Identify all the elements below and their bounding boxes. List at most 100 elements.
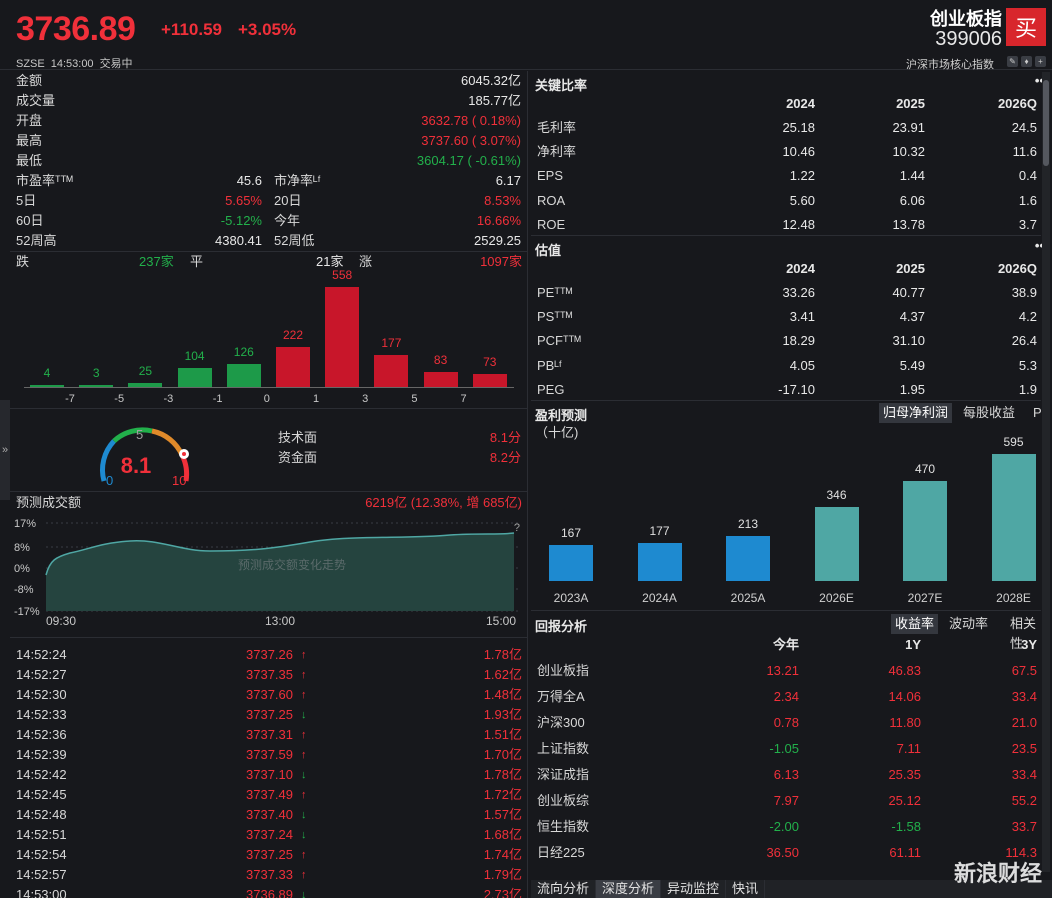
- core-index-label[interactable]: 沪深市场核心指数: [906, 59, 994, 71]
- profit-bar-label: 167: [560, 526, 582, 541]
- dist-bar-label: 126: [233, 345, 254, 360]
- profit-tab[interactable]: 归母净利润: [879, 403, 953, 423]
- add-icon[interactable]: +: [1035, 56, 1046, 67]
- tick-volume: 1.57亿: [483, 807, 522, 822]
- return-tab[interactable]: 收益率: [891, 614, 939, 634]
- dist-tick: 5: [411, 393, 418, 405]
- help-icon[interactable]: ?: [513, 522, 520, 534]
- market-status: SZSE 14:53:00 交易中: [16, 55, 139, 71]
- stat-value: -5.12%: [220, 213, 262, 228]
- dist-bar: [128, 382, 163, 387]
- stat-label: 今年: [274, 213, 301, 228]
- tick-volume: 1.78亿: [483, 767, 522, 782]
- forecast-area: [46, 533, 514, 611]
- row-label: 毛利率: [537, 120, 577, 135]
- row-value: 1.9: [1018, 381, 1037, 397]
- forecast-center-label: 预测成交额变化走势: [238, 557, 346, 572]
- stat-label: 市净率ᴸᶠ: [274, 173, 321, 188]
- row-label: 上证指数: [537, 741, 590, 756]
- buy-button[interactable]: 买: [1006, 8, 1046, 46]
- row-value: 4.05: [789, 357, 815, 373]
- row-label: PEG: [537, 381, 565, 397]
- dist-bar-label: 4: [43, 366, 51, 380]
- gauge-max: 10: [172, 473, 186, 488]
- up-label: 涨: [359, 254, 373, 269]
- expand-sidebar-icon[interactable]: »: [0, 400, 10, 500]
- row-value: 2.34: [773, 689, 799, 704]
- profit-category: 2028E: [996, 591, 1031, 605]
- row-value: 25.12: [888, 793, 921, 808]
- col-header: 2025: [896, 96, 925, 111]
- dist-bar-label: 73: [483, 354, 497, 369]
- profit-bar: [637, 543, 682, 581]
- col-header: 3Y: [1021, 637, 1037, 652]
- exchange: SZSE: [16, 58, 45, 70]
- col-header: 2026Q: [997, 96, 1037, 111]
- dist-tick: 0: [263, 393, 270, 405]
- tick-price: 3737.25: [246, 707, 293, 722]
- tick-time: 14:52:24: [16, 647, 67, 662]
- row-value: 46.83: [888, 663, 921, 678]
- right-panel: 关键比率 •• 2024 2025 2026Q 毛利率 25.18 23.91 24.5 净利率 1…: [531, 71, 1052, 898]
- profit-bar-label: 346: [826, 488, 847, 503]
- forecast-title: 预测成交额: [16, 495, 82, 510]
- dist-tick: -3: [163, 393, 174, 405]
- arrow-down-icon: ↓: [301, 769, 307, 781]
- stat-value: 45.6: [236, 173, 262, 188]
- dist-tick: 1: [312, 393, 320, 405]
- row-value: 1.44: [899, 168, 925, 184]
- profit-tab[interactable]: P: [1033, 405, 1042, 420]
- stat-label: 成交量: [16, 93, 56, 108]
- scrollbar[interactable]: [1042, 72, 1050, 872]
- profit-tab[interactable]: 每股收益: [963, 405, 1016, 420]
- arrow-up-icon: ↑: [301, 869, 307, 881]
- bottom-tab[interactable]: 深度分析: [596, 880, 662, 898]
- tick-volume: 1.62亿: [483, 667, 522, 682]
- bottom-tab[interactable]: 异动监控: [661, 880, 727, 898]
- tick-row: 14:52:45 3737.49 ↑ 1.72亿: [16, 785, 526, 805]
- row-value: 1.95: [899, 381, 925, 397]
- tick-row: 14:52:36 3737.31 ↑ 1.51亿: [16, 725, 526, 745]
- scrollbar-thumb[interactable]: [1043, 80, 1049, 166]
- forecast-ytick: 8%: [14, 542, 30, 554]
- gauge-value: 8.1: [121, 453, 152, 478]
- row-value: 55.2: [1011, 793, 1037, 808]
- tick-price: 3737.10: [246, 767, 293, 782]
- bottom-tab[interactable]: 快讯: [726, 880, 766, 898]
- tick-price: 3737.25: [246, 847, 293, 862]
- row-value: 31.10: [892, 333, 925, 349]
- row-value: 3.41: [789, 309, 815, 325]
- row-value: 10.46: [782, 144, 815, 160]
- tick-row: 14:52:48 3737.40 ↓ 1.57亿: [16, 805, 526, 825]
- edit-icon[interactable]: ✎: [1007, 56, 1018, 67]
- row-value: 0.4: [1018, 168, 1037, 184]
- stat-label: 52周高: [16, 233, 57, 248]
- return-tab[interactable]: 波动率: [949, 616, 989, 631]
- tick-time: 14:52:48: [16, 807, 67, 822]
- profit-category: 2026E: [819, 591, 854, 605]
- more-icon[interactable]: ••: [1034, 73, 1044, 88]
- row-label: 深证成指: [537, 767, 590, 782]
- flat-label: 平: [190, 254, 204, 269]
- more-icon[interactable]: ••: [1034, 238, 1044, 253]
- tick-price: 3737.33: [246, 867, 293, 882]
- row-label: PEᵀᵀᴹ: [537, 285, 573, 300]
- tick-volume: 1.51亿: [483, 727, 522, 742]
- dist-bar-label: 83: [433, 353, 448, 368]
- bottom-tab[interactable]: 流向分析: [531, 880, 597, 898]
- forecast-value: 6219亿 (12.38%, 增 685亿): [365, 495, 522, 510]
- section-title: 回报分析: [535, 619, 588, 634]
- tick-row: 14:52:42 3737.10 ↓ 1.78亿: [16, 765, 526, 785]
- tick-row: 14:52:57 3737.33 ↑ 1.79亿: [16, 865, 526, 885]
- row-value: 0.78: [773, 715, 799, 730]
- row-value: 38.9: [1011, 285, 1037, 300]
- bell-icon[interactable]: ♦: [1021, 56, 1032, 67]
- tick-price: 3736.89: [246, 887, 293, 898]
- tick-volume: 1.68亿: [483, 827, 522, 842]
- forecast-ytick: 17%: [14, 518, 36, 530]
- return-tab[interactable]: 相关性: [1010, 616, 1037, 651]
- dist-bar-label: 25: [138, 363, 153, 378]
- arrow-up-icon: ↑: [301, 729, 307, 741]
- tick-row: 14:53:00 3736.89 ↓ 2.73亿: [16, 885, 526, 898]
